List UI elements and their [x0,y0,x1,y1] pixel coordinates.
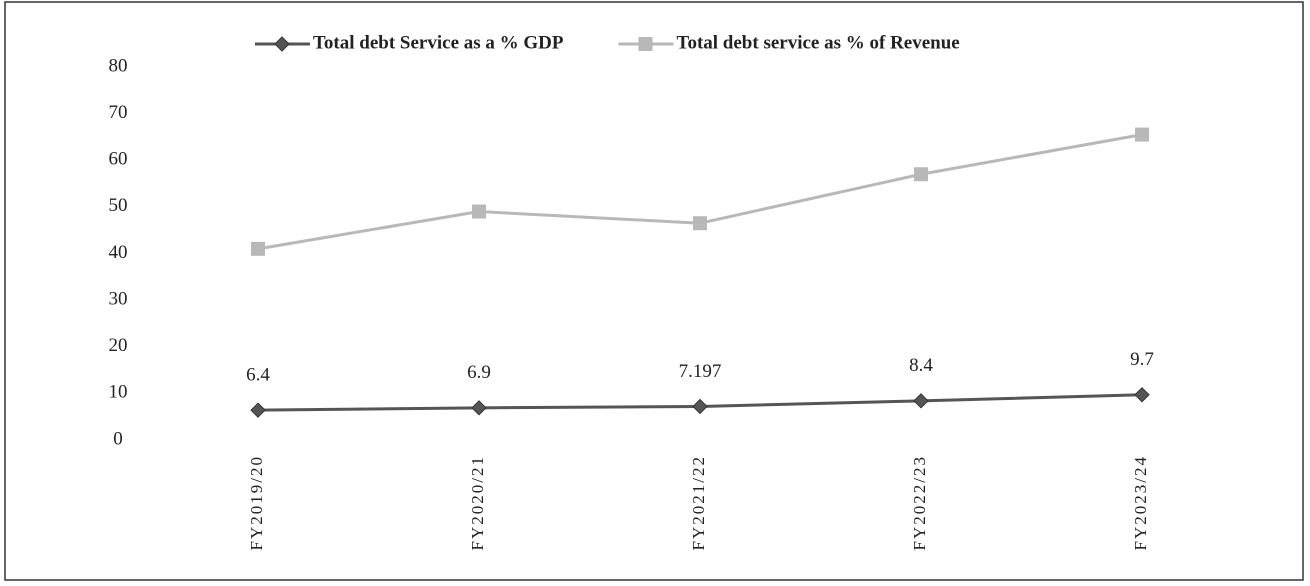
point [251,241,265,256]
point [914,167,928,182]
point [913,393,929,409]
x-tick-label: FY2020/21 [468,455,487,550]
y-tick-label: 20 [109,335,128,356]
legend-label: Total debt service as % of Revenue [677,32,960,53]
y-tick-label: 50 [109,195,128,216]
y-tick-label: 0 [113,428,123,449]
data-label: 8.4 [909,355,933,376]
x-tick-label: FY2023/24 [1131,455,1150,550]
point [250,402,266,418]
x-tick-label: FY2022/23 [910,455,929,550]
legend-marker [274,36,290,52]
data-label: 6.9 [467,362,491,383]
y-tick-label: 40 [109,242,128,263]
point [472,204,486,219]
x-tick-label: FY2019/20 [247,455,266,550]
point [1134,387,1150,403]
data-label: 6.4 [246,365,270,386]
series-line [257,133,1143,251]
y-tick-label: 10 [109,382,128,403]
y-tick-label: 70 [109,102,128,123]
point [1135,127,1149,142]
point [692,398,708,415]
point [693,216,707,231]
y-tick-label: 80 [109,55,128,76]
point [471,400,487,416]
y-tick-label: 30 [109,288,128,309]
data-label: 9.7 [1130,349,1154,370]
data-label: 7.197 [679,361,722,382]
x-tick-label: FY2021/22 [689,455,708,550]
y-tick-label: 60 [109,149,128,170]
legend-label: Total debt Service as a % GDP [313,32,564,53]
frame [4,1,1304,581]
legend-marker [638,37,653,51]
